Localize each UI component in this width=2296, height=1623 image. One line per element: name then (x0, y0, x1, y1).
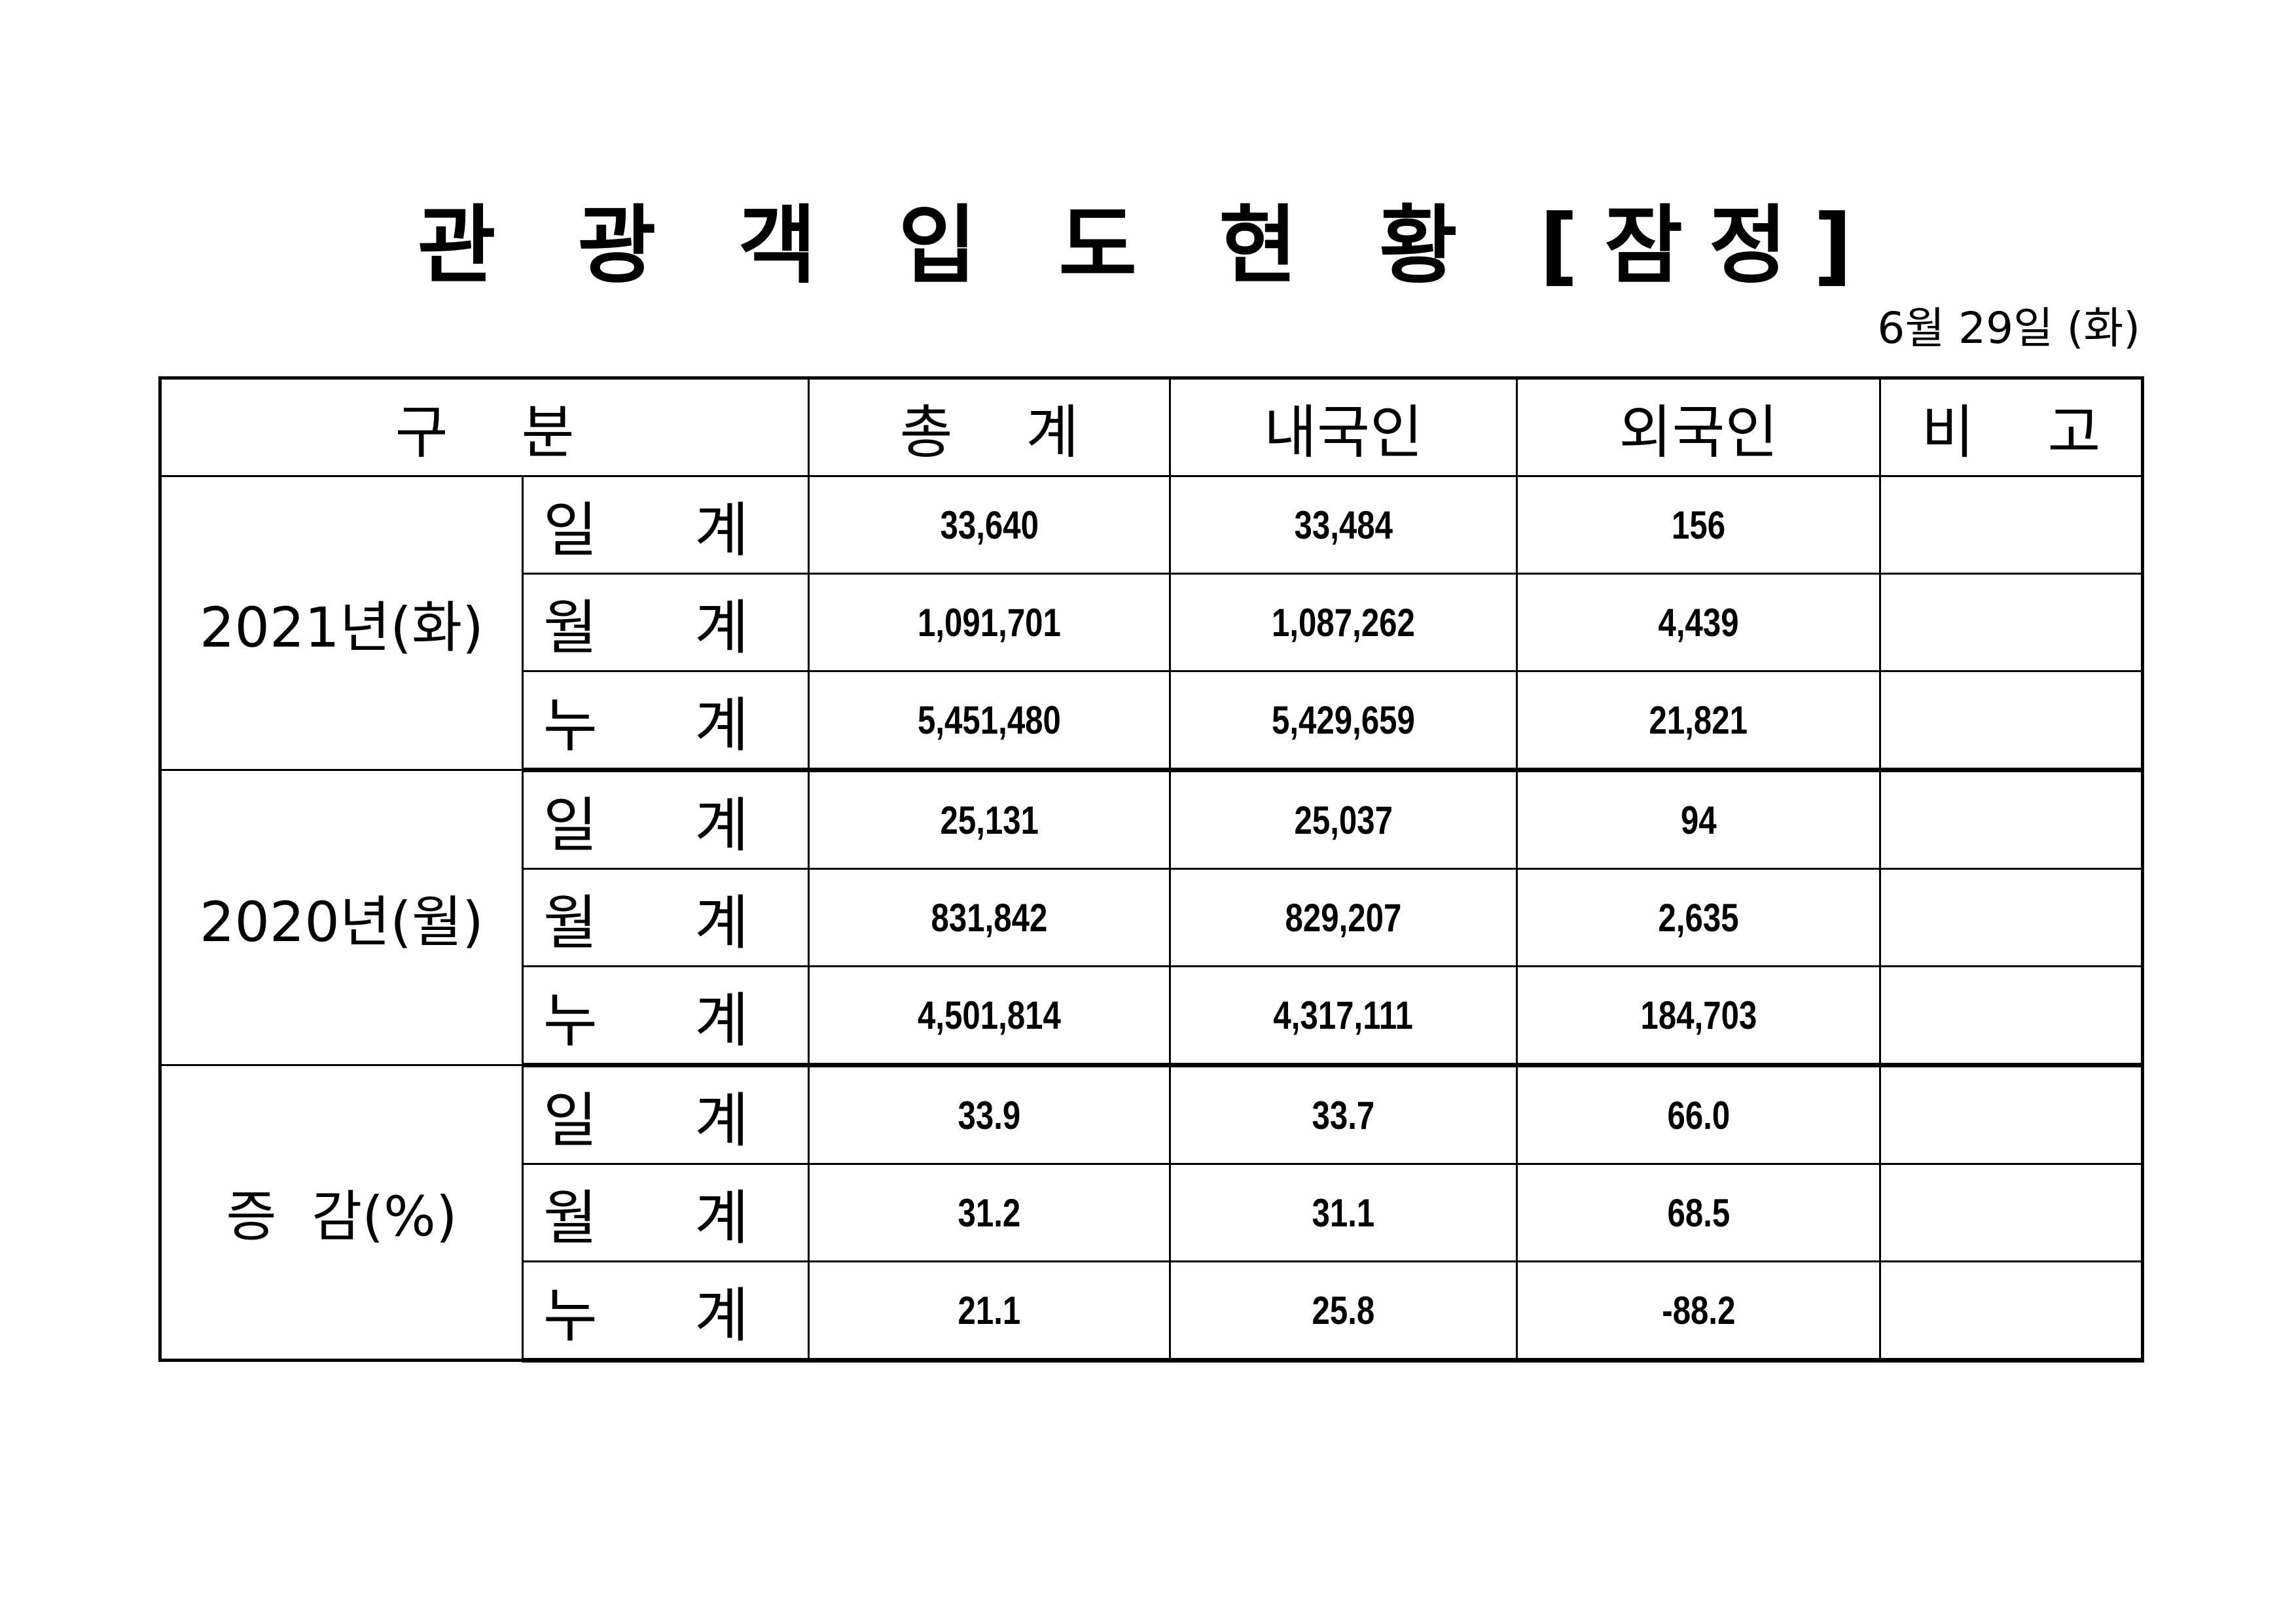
foreign-value: 68.5 (1667, 1190, 1730, 1235)
note-cell (1879, 769, 2144, 870)
foreign-cell: 184,703 (1516, 965, 1881, 1067)
group-label: 2021년(화) (159, 475, 524, 771)
period-label: 일 계 (522, 1064, 810, 1165)
foreign-cell: 4,439 (1516, 573, 1881, 672)
table-row: 2021년(화) 일 계 33,640 33,484 156 (159, 475, 2144, 771)
domestic-cell: 25.8 (1169, 1260, 1518, 1363)
table-row: 누 계 21.1 25.8 -88.2 (160, 1260, 2144, 1363)
domestic-cell: 1,087,262 (1169, 573, 1518, 672)
page-title: 관 광 객 입 도 현 황 [잠정] (417, 196, 1879, 295)
foreign-value: 184,703 (1640, 993, 1757, 1037)
domestic-cell: 33,484 (1169, 475, 1518, 575)
group-label: 2020년(월) (159, 769, 524, 1066)
header-note: 비 고 (1879, 377, 2144, 477)
note-cell (1879, 868, 2144, 967)
domestic-value: 25.8 (1312, 1288, 1375, 1332)
period-label: 누 계 (522, 965, 810, 1067)
foreign-cell: 94 (1516, 769, 1881, 870)
foreign-value: 94 (1680, 798, 1717, 842)
foreign-cell: -88.2 (1516, 1260, 1881, 1363)
domestic-value: 33,484 (1294, 503, 1393, 547)
total-cell: 831,842 (808, 868, 1171, 967)
header-foreign: 외국인 (1516, 377, 1881, 477)
period-label: 월 계 (522, 868, 810, 967)
total-cell: 33,640 (808, 475, 1171, 575)
domestic-value: 829,207 (1285, 895, 1402, 940)
domestic-value: 1,087,262 (1272, 600, 1415, 645)
table-row: 누 계 4,501,814 4,317,111 184,703 (160, 965, 2144, 1067)
total-value: 831,842 (931, 895, 1048, 940)
total-cell: 4,501,814 (808, 965, 1171, 1067)
header-category: 구 분 (159, 377, 810, 477)
total-value: 25,131 (940, 798, 1039, 842)
table-row: 월 계 831,842 829,207 2,635 (160, 868, 2144, 967)
total-cell: 5,451,480 (808, 670, 1171, 772)
domestic-value: 5,429,659 (1272, 698, 1415, 742)
foreign-value: 66.0 (1667, 1093, 1730, 1137)
total-cell: 31.2 (808, 1163, 1171, 1262)
table-row: 증 감(%) 일 계 33.9 33.7 66.0 (159, 1064, 2144, 1361)
total-cell: 25,131 (808, 769, 1171, 870)
note-cell (1879, 1163, 2144, 1262)
period-label: 월 계 (522, 573, 810, 672)
domestic-cell: 829,207 (1169, 868, 1518, 967)
foreign-value: 4,439 (1658, 600, 1739, 645)
tourist-arrivals-table: 구 분 총 계 내국인 외국인 비 고 2021년(화) 일 계 33,640 33,… (158, 376, 2144, 1363)
header-row: 구 분 총 계 내국인 외국인 비 고 (159, 377, 2144, 477)
foreign-cell: 68.5 (1516, 1163, 1881, 1262)
foreign-cell: 2,635 (1516, 868, 1881, 967)
table-row: 2020년(월) 일 계 25,131 25,037 94 (159, 769, 2144, 1066)
note-cell (1879, 965, 2144, 1067)
domestic-cell: 4,317,111 (1169, 965, 1518, 1067)
domestic-cell: 25,037 (1169, 769, 1518, 870)
table-row: 누 계 5,451,480 5,429,659 21,821 (160, 670, 2144, 772)
domestic-value: 4,317,111 (1273, 993, 1414, 1037)
foreign-value: 156 (1671, 503, 1726, 547)
period-label: 월 계 (522, 1163, 810, 1262)
domestic-value: 25,037 (1294, 798, 1393, 842)
domestic-value: 33.7 (1312, 1093, 1375, 1137)
total-value: 33.9 (958, 1093, 1021, 1137)
table-row: 월 계 1,091,701 1,087,262 4,439 (160, 573, 2144, 672)
domestic-cell: 5,429,659 (1169, 670, 1518, 772)
total-value: 33,640 (940, 503, 1039, 547)
total-value: 1,091,701 (918, 600, 1061, 645)
foreign-cell: 66.0 (1516, 1064, 1881, 1165)
domestic-cell: 33.7 (1169, 1064, 1518, 1165)
foreign-value: 2,635 (1658, 895, 1739, 940)
foreign-value: 21,821 (1649, 698, 1748, 742)
note-cell (1879, 670, 2144, 772)
period-label: 누 계 (522, 1260, 810, 1363)
note-cell (1879, 1260, 2144, 1363)
total-value: 4,501,814 (918, 993, 1061, 1037)
total-cell: 1,091,701 (808, 573, 1171, 672)
total-cell: 21.1 (808, 1260, 1171, 1363)
note-cell (1879, 1064, 2144, 1165)
domestic-cell: 31.1 (1169, 1163, 1518, 1262)
note-cell (1879, 475, 2144, 575)
foreign-value: -88.2 (1661, 1288, 1736, 1332)
total-cell: 33.9 (808, 1064, 1171, 1165)
total-value: 5,451,480 (918, 698, 1061, 742)
total-value: 31.2 (958, 1190, 1021, 1235)
domestic-value: 31.1 (1312, 1190, 1375, 1235)
total-value: 21.1 (958, 1288, 1021, 1332)
period-label: 일 계 (522, 475, 810, 575)
note-cell (1879, 573, 2144, 672)
period-label: 누 계 (522, 670, 810, 772)
table-row: 월 계 31.2 31.1 68.5 (160, 1163, 2144, 1262)
group-label: 증 감(%) (159, 1064, 524, 1361)
foreign-cell: 156 (1516, 475, 1881, 575)
period-label: 일 계 (522, 769, 810, 870)
report-date: 6월 29일 (화) (1877, 303, 2140, 353)
header-total: 총 계 (808, 377, 1171, 477)
foreign-cell: 21,821 (1516, 670, 1881, 772)
header-domestic: 내국인 (1169, 377, 1518, 477)
